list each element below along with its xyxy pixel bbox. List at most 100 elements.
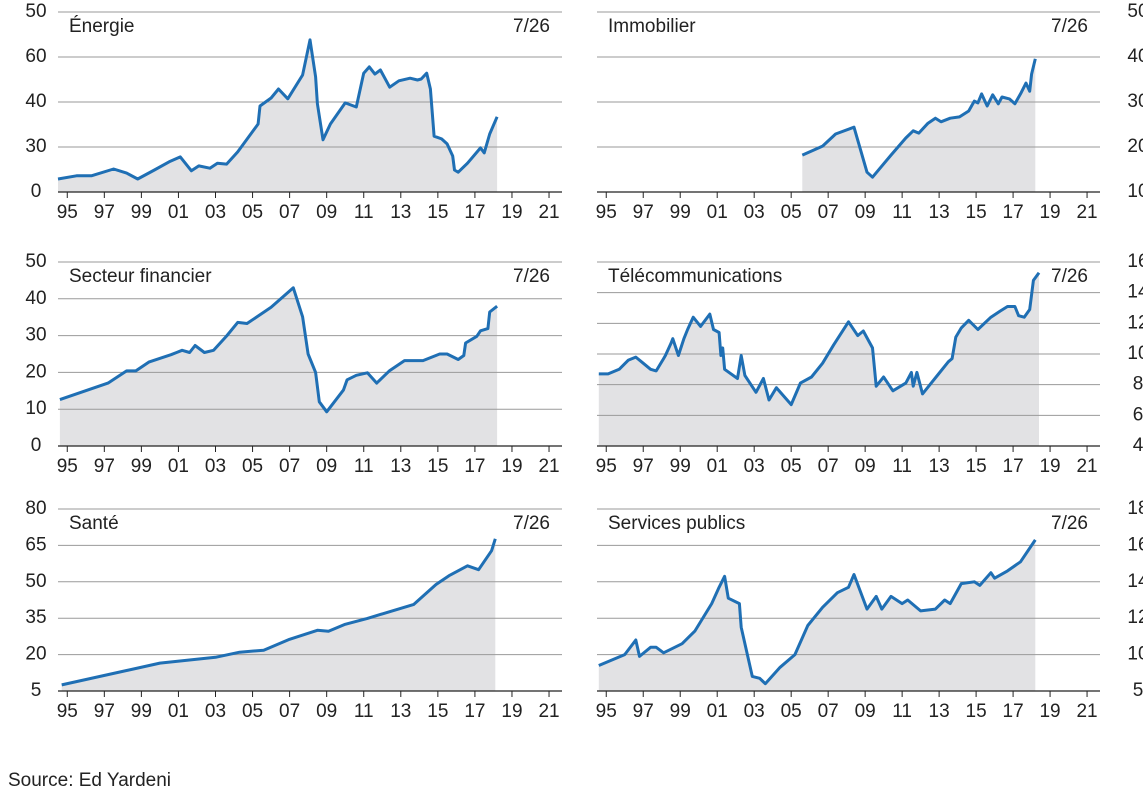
y-tick-label: 40 — [25, 288, 46, 309]
y-tick-label: 65 — [25, 534, 46, 555]
y-tick-label: 8 — [1133, 374, 1143, 395]
x-tick-label: 99 — [131, 456, 152, 477]
x-tick-label: 09 — [316, 202, 337, 223]
x-tick-label: 03 — [744, 701, 765, 722]
y-tick-label: 20 — [25, 361, 46, 382]
y-tick-label: 16 — [1127, 534, 1143, 555]
x-tick-label: 09 — [855, 456, 876, 477]
annotation: 7/26 — [1051, 16, 1088, 37]
y-tick-label: 10 — [1127, 343, 1143, 364]
area — [61, 538, 496, 691]
x-tick-label: 11 — [354, 456, 374, 477]
x-tick-label: 97 — [94, 701, 115, 722]
x-tick-label: 11 — [354, 202, 374, 223]
annotation: 7/26 — [513, 16, 550, 37]
x-tick-label: 01 — [707, 701, 728, 722]
y-tick-label: 4 — [1133, 435, 1143, 456]
y-tick-label: 0 — [31, 181, 42, 202]
x-tick-label: 17 — [1003, 202, 1024, 223]
x-tick-label: 97 — [94, 456, 115, 477]
x-tick-label: 97 — [94, 202, 115, 223]
x-tick-label: 19 — [1039, 456, 1060, 477]
x-tick-label: 11 — [354, 701, 374, 722]
x-tick-label: 99 — [131, 701, 152, 722]
y-tick-label: 14 — [1127, 282, 1143, 303]
annotation: 7/26 — [1051, 513, 1088, 534]
panel-title: Télécommunications — [608, 266, 782, 287]
x-tick-label: 97 — [633, 456, 654, 477]
annotation: 7/26 — [513, 266, 550, 287]
x-tick-label: 09 — [316, 456, 337, 477]
y-tick-label: 12 — [1127, 607, 1143, 628]
x-tick-label: 05 — [242, 456, 263, 477]
x-tick-label: 01 — [168, 456, 189, 477]
panel-title: Énergie — [69, 16, 135, 37]
y-tick-label: 5 — [31, 680, 42, 701]
x-tick-label: 13 — [929, 701, 950, 722]
x-tick-label: 09 — [316, 701, 337, 722]
x-tick-label: 21 — [1076, 701, 1097, 722]
x-tick-label: 95 — [57, 456, 78, 477]
y-tick-label: 35 — [25, 607, 46, 628]
x-tick-label: 13 — [390, 202, 411, 223]
x-tick-label: 13 — [929, 456, 950, 477]
x-tick-label: 99 — [670, 701, 691, 722]
area — [802, 58, 1036, 192]
x-tick-label: 13 — [929, 202, 950, 223]
x-tick-label: 09 — [855, 202, 876, 223]
y-tick-label: 50 — [25, 251, 46, 272]
x-tick-label: 13 — [390, 701, 411, 722]
panel-title: Services publics — [608, 513, 745, 534]
y-tick-label: 10 — [1127, 644, 1143, 665]
x-tick-label: 03 — [205, 701, 226, 722]
y-tick-label: 12 — [1127, 312, 1143, 333]
x-tick-label: 05 — [781, 701, 802, 722]
x-tick-label: 15 — [427, 456, 448, 477]
y-tick-label: 10 — [1127, 181, 1143, 202]
y-tick-label: 16 — [1127, 251, 1143, 272]
x-tick-label: 17 — [464, 456, 485, 477]
y-tick-label: 10 — [25, 398, 46, 419]
x-tick-label: 03 — [205, 202, 226, 223]
x-tick-label: 15 — [966, 456, 987, 477]
y-tick-label: 6 — [1133, 404, 1143, 425]
y-tick-label: 30 — [25, 325, 46, 346]
x-tick-label: 07 — [279, 202, 300, 223]
y-tick-label: 50 — [25, 571, 46, 592]
x-tick-label: 15 — [427, 202, 448, 223]
y-tick-label: 50 — [25, 1, 46, 22]
x-tick-label: 21 — [1076, 456, 1097, 477]
panel-title: Immobilier — [608, 16, 696, 37]
x-tick-label: 99 — [131, 202, 152, 223]
y-tick-label: 30 — [25, 136, 46, 157]
x-tick-label: 07 — [818, 701, 839, 722]
line — [598, 271, 1041, 407]
x-tick-label: 97 — [633, 701, 654, 722]
y-tick-label: 0 — [31, 435, 42, 456]
annotation: 7/26 — [513, 513, 550, 534]
panel-title: Secteur financier — [69, 266, 212, 287]
x-tick-label: 99 — [670, 456, 691, 477]
x-tick-label: 21 — [538, 701, 559, 722]
x-tick-label: 05 — [781, 456, 802, 477]
line — [61, 538, 497, 687]
line — [57, 38, 499, 181]
y-tick-label: 18 — [1127, 498, 1143, 519]
x-tick-label: 15 — [966, 202, 987, 223]
x-tick-label: 07 — [818, 456, 839, 477]
x-tick-label: 19 — [501, 202, 522, 223]
x-tick-label: 95 — [596, 701, 617, 722]
y-tick-label: 14 — [1127, 571, 1143, 592]
y-tick-label: 80 — [25, 498, 46, 519]
x-tick-label: 01 — [707, 456, 728, 477]
x-tick-label: 07 — [279, 456, 300, 477]
x-tick-label: 17 — [464, 701, 485, 722]
x-tick-label: 11 — [892, 701, 912, 722]
x-tick-label: 01 — [168, 701, 189, 722]
y-tick-label: 20 — [25, 644, 46, 665]
x-tick-label: 17 — [1003, 456, 1024, 477]
x-tick-label: 03 — [744, 202, 765, 223]
x-tick-label: 21 — [538, 202, 559, 223]
source: Source: Ed Yardeni — [8, 770, 171, 791]
x-tick-label: 95 — [596, 456, 617, 477]
